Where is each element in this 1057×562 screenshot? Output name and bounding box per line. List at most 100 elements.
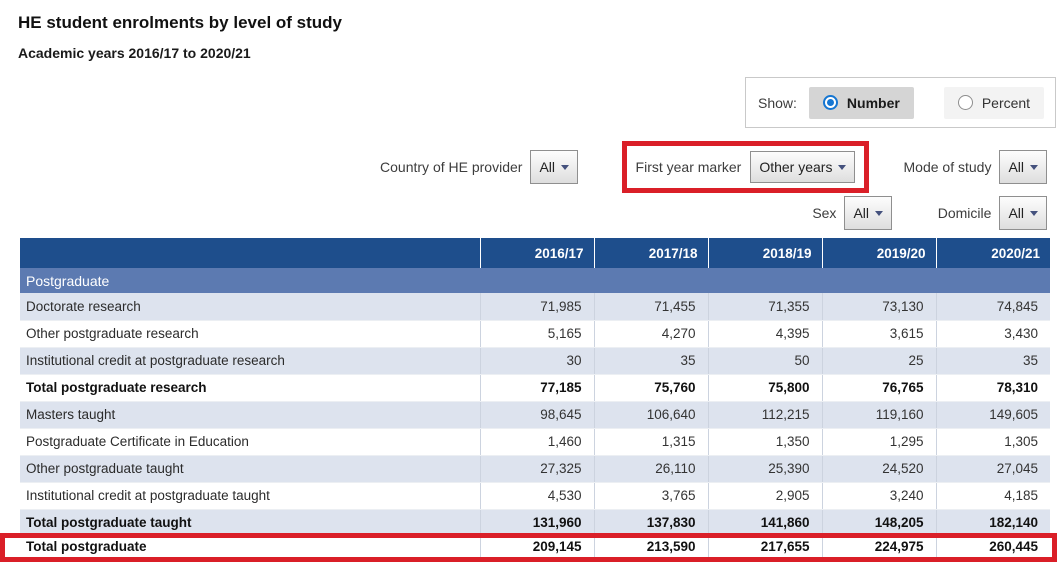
cell-value: 217,655 [707,536,822,558]
dropdown-caret-icon [875,211,883,216]
cell-value: 1,295 [821,428,936,456]
cell-value: 213,590 [593,536,708,558]
row-label: Other postgraduate taught [20,455,480,483]
cell-value: 27,325 [479,455,594,483]
cell-value: 71,455 [593,293,708,321]
column-header-year: 2020/21 [935,238,1050,268]
cell-value: 30 [479,347,594,375]
table-row: Total postgraduate research 77,185 75,760 7… [20,374,1050,402]
cell-value: 1,460 [479,428,594,456]
filter-sex: Sex All [812,196,892,230]
filter-mode-of-study: Mode of study All [903,150,1047,184]
row-label: Total postgraduate taught [20,509,480,537]
column-header-year: 2018/19 [707,238,822,268]
filter-label: Mode of study [903,159,992,175]
filter-first-year-marker-dropdown[interactable]: Other years [750,151,856,183]
cell-value: 74,845 [935,293,1050,321]
group-label: Postgraduate [20,268,1050,293]
cell-value: 71,985 [479,293,594,321]
cell-value: 2,905 [707,482,822,510]
cell-value: 106,640 [593,401,708,429]
cell-value: 73,130 [821,293,936,321]
page-title: HE student enrolments by level of study [18,13,343,32]
cell-value: 1,350 [707,428,822,456]
group-row-postgraduate: Postgraduate [20,268,1050,293]
cell-value: 25 [821,347,936,375]
table-row: Other postgraduate research 5,165 4,270 4,3… [20,320,1050,348]
table-row: Postgraduate Certificate in Education 1,4… [20,428,1050,456]
cell-value: 4,270 [593,320,708,348]
filter-country-of-he-provider: Country of HE provider All [380,150,578,184]
table-row: Total postgraduate 209,145 213,590 217,655 2… [20,536,1050,558]
row-label: Institutional credit at postgraduate res… [20,347,480,375]
cell-value: 1,315 [593,428,708,456]
cell-value: 3,240 [821,482,936,510]
row-label: Institutional credit at postgraduate tau… [20,482,480,510]
cell-value: 75,800 [707,374,822,402]
cell-value: 4,185 [935,482,1050,510]
filter-country-dropdown[interactable]: All [530,150,578,184]
filter-label: Country of HE provider [380,159,523,175]
cell-value: 71,355 [707,293,822,321]
cell-value: 35 [935,347,1050,375]
table-row: Total postgraduate taught 131,960 137,830 1… [20,509,1050,537]
cell-value: 182,140 [935,509,1050,537]
cell-value: 76,765 [821,374,936,402]
dropdown-value: All [539,159,555,175]
filter-label: Sex [812,205,837,221]
cell-value: 260,445 [935,536,1050,558]
table-row: Other postgraduate taught 27,325 26,110 25,… [20,455,1050,483]
cell-value: 25,390 [707,455,822,483]
cell-value: 35 [593,347,708,375]
filter-domicile-dropdown[interactable]: All [999,196,1047,230]
cell-value: 141,860 [707,509,822,537]
row-label: Total postgraduate [20,536,480,558]
cell-value: 24,520 [821,455,936,483]
dropdown-value: All [1008,205,1024,221]
column-header-year: 2019/20 [821,238,936,268]
radio-checked-icon [822,95,838,110]
cell-value: 78,310 [935,374,1050,402]
table-row: Masters taught 98,645 106,640 112,215 119,16… [20,401,1050,429]
dropdown-caret-icon [1030,165,1038,170]
dropdown-value: Other years [759,159,833,175]
cell-value: 3,615 [821,320,936,348]
show-label: Show: [758,94,797,111]
radio-option-percent[interactable]: Percent [943,86,1045,119]
highlight-box-first-year-marker: First year marker Other years [622,141,869,193]
cell-value: 112,215 [707,401,822,429]
cell-value: 137,830 [593,509,708,537]
radio-option-label: Number [846,94,900,111]
cell-value: 77,185 [479,374,594,402]
row-label: Total postgraduate research [20,374,480,402]
cell-value: 119,160 [821,401,936,429]
dropdown-caret-icon [561,165,569,170]
filter-sex-dropdown[interactable]: All [844,196,892,230]
row-label: Other postgraduate research [20,320,480,348]
row-label: Masters taught [20,401,480,429]
cell-value: 26,110 [593,455,708,483]
cell-value: 27,045 [935,455,1050,483]
filter-label: Domicile [937,205,992,221]
cell-value: 3,765 [593,482,708,510]
filter-label: First year marker [635,159,742,175]
cell-value: 3,430 [935,320,1050,348]
dropdown-caret-icon [838,165,847,170]
table-row: Institutional credit at postgraduate tau… [20,482,1050,510]
cell-value: 209,145 [479,536,594,558]
cell-value: 75,760 [593,374,708,402]
table-header-row: 2016/17 2017/18 2018/19 2019/20 2020/21 [20,238,1050,268]
dropdown-caret-icon [1030,211,1038,216]
cell-value: 98,645 [479,401,594,429]
radio-option-label: Percent [981,94,1031,111]
radio-option-number[interactable]: Number [808,86,914,119]
row-label: Postgraduate Certificate in Education [20,428,480,456]
filter-mode-of-study-dropdown[interactable]: All [999,150,1047,184]
cell-value: 149,605 [935,401,1050,429]
cell-value: 50 [707,347,822,375]
cell-value: 131,960 [479,509,594,537]
dropdown-value: All [1008,159,1024,175]
column-header-year: 2017/18 [593,238,708,268]
table-row: Doctorate research 71,985 71,455 71,355 73,1… [20,293,1050,321]
